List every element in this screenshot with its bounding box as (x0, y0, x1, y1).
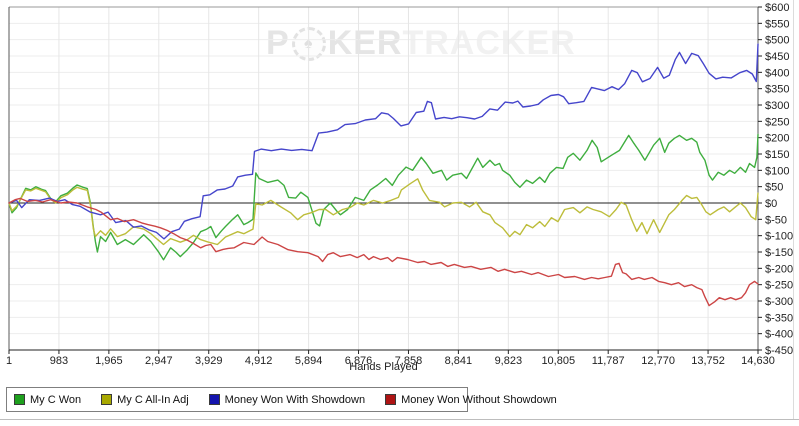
svg-text:1: 1 (6, 355, 12, 367)
svg-text:$350: $350 (765, 84, 789, 96)
winnings-line-chart: 1 983 1,965 2,947 3,929 4,912 5,894 6,876 7,858 8… (6, 2, 793, 367)
legend-swatch (385, 394, 397, 405)
svg-text:983: 983 (50, 355, 68, 367)
svg-text:$-250: $-250 (765, 280, 793, 292)
legend-item: Money Won Without Showdown (385, 394, 557, 406)
svg-text:2,947: 2,947 (145, 355, 173, 367)
svg-text:$-100: $-100 (765, 231, 793, 243)
svg-text:$450: $450 (765, 51, 789, 63)
watermark-p: P (266, 24, 290, 62)
svg-text:$-450: $-450 (765, 345, 793, 357)
series-line (8, 133, 759, 261)
svg-text:$300: $300 (765, 100, 789, 112)
svg-text:11,787: 11,787 (592, 355, 625, 367)
legend-item: Money Won With Showdown (208, 393, 366, 406)
svg-text:14,630: 14,630 (741, 355, 775, 367)
svg-text:$500: $500 (765, 35, 789, 47)
series-line (8, 197, 759, 307)
legend-label: My C All-In Adj (117, 393, 189, 406)
svg-text:$0: $0 (765, 198, 777, 210)
svg-text:$600: $600 (765, 2, 789, 14)
legend-label: Money Won With Showdown (224, 393, 366, 406)
svg-text:$200: $200 (765, 133, 789, 145)
legend-item: My C All-In Adj (101, 394, 189, 406)
legend-swatch (14, 394, 25, 405)
svg-text:$-300: $-300 (765, 296, 793, 308)
svg-text:12,770: 12,770 (641, 355, 675, 367)
series-line (8, 43, 759, 240)
panel-right-divider (793, 0, 794, 419)
svg-text:$150: $150 (765, 149, 789, 161)
svg-text:$550: $550 (765, 18, 789, 30)
svg-text:$-350: $-350 (765, 312, 793, 324)
legend-label: Money Won Without Showdown (401, 393, 557, 406)
panel-bottom-divider (0, 419, 799, 420)
svg-text:13,752: 13,752 (691, 355, 725, 367)
svg-text:8,841: 8,841 (445, 355, 473, 367)
svg-text:$-200: $-200 (765, 263, 793, 275)
svg-text:4,912: 4,912 (245, 355, 273, 367)
chart-legend: My C Won My C All-In Adj Money Won With Sh… (6, 387, 557, 412)
svg-text:$-400: $-400 (765, 329, 793, 341)
svg-text:1,965: 1,965 (95, 355, 123, 367)
svg-text:$100: $100 (765, 165, 789, 177)
svg-text:$-50: $-50 (765, 214, 787, 226)
series-line (8, 178, 759, 246)
legend-label: My C Won (30, 393, 82, 406)
legend-swatch (101, 394, 113, 405)
svg-text:$250: $250 (765, 116, 789, 128)
svg-text:6,876: 6,876 (345, 355, 373, 367)
legend-item: My C Won (14, 394, 81, 406)
legend-swatch (208, 394, 220, 405)
x-axis-title: Hands Played (349, 361, 418, 373)
svg-text:7,858: 7,858 (395, 355, 423, 367)
svg-text:9,823: 9,823 (495, 355, 523, 367)
svg-text:3,929: 3,929 (195, 355, 223, 367)
svg-text:5,894: 5,894 (295, 355, 323, 367)
svg-text:$400: $400 (765, 67, 789, 79)
svg-text:$50: $50 (765, 182, 783, 194)
svg-text:$-150: $-150 (765, 247, 793, 259)
svg-text:10,805: 10,805 (541, 355, 575, 367)
